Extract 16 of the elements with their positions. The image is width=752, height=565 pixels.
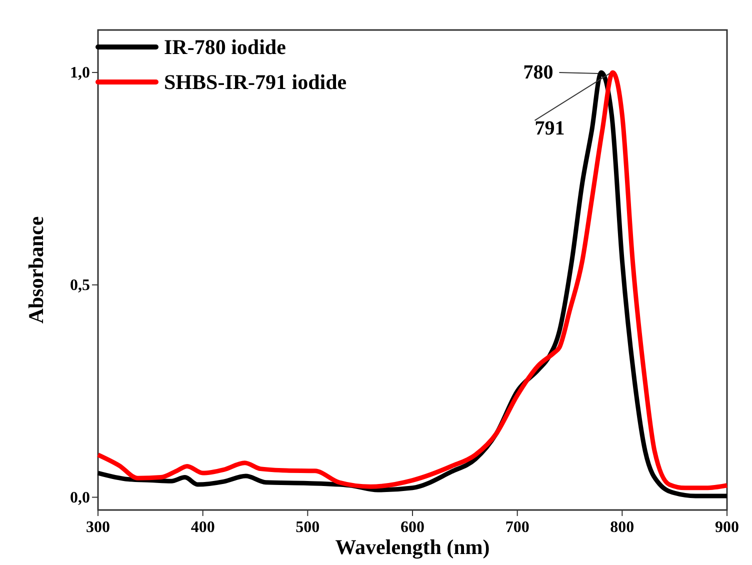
y-tick-label: 0,0: [70, 489, 90, 506]
x-tick-label: 500: [296, 519, 320, 536]
legend-label: IR-780 iodide: [164, 35, 286, 59]
y-axis-title: Absorbance: [24, 216, 48, 324]
x-tick-label: 300: [86, 519, 110, 536]
x-tick-label: 900: [715, 519, 739, 536]
x-tick-label: 700: [505, 519, 530, 536]
x-tick-label: 800: [610, 519, 634, 536]
x-tick-label: 400: [190, 519, 215, 536]
y-tick-label: 0,5: [70, 276, 90, 294]
annotation: 780: [523, 61, 554, 84]
x-axis-title: Wavelength (nm): [335, 535, 490, 559]
legend-label: SHBS-IR-791 iodide: [164, 70, 347, 94]
x-tick-label: 600: [400, 519, 424, 536]
annotation: 791: [534, 117, 565, 140]
y-tick-label: 1,0: [70, 64, 90, 82]
